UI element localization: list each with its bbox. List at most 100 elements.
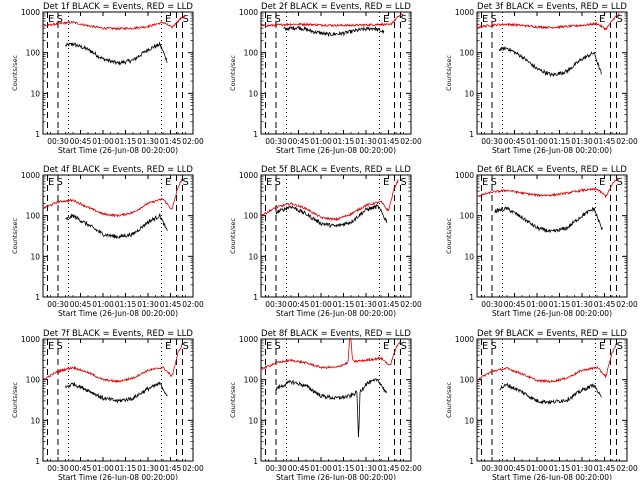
x-tick-label: 01:30 [571,137,593,146]
marker-label-S-left: S [491,14,497,25]
series-line-events [65,381,168,404]
marker-label-E-left: E [48,14,54,25]
x-tick-label: 00:45 [70,464,92,473]
marker-label-E-right: E [165,177,171,188]
y-tick-label: 100 [460,376,475,385]
y-axis-label: Counts/sec [11,218,19,254]
y-tick-label: 1000 [21,171,40,180]
panel-det-8: Det 8f BLACK = Events, RED = LLD 1 10 100 10… [229,329,422,482]
plot-frame [42,174,194,298]
y-tick-label: 1 [253,130,258,139]
x-tick-label: 01:15 [115,300,137,309]
y-tick-label: 1000 [239,335,258,344]
panel-det-7: Det 7f BLACK = Events, RED = LLD 1 10 100 10… [11,329,204,482]
x-tick-label: 01:30 [137,300,159,309]
y-axis-label: Counts/sec [11,382,19,418]
x-tick-label: 00:45 [288,464,310,473]
marker-label-E-left: E [48,341,54,352]
marker-label-E-right: E [383,341,389,352]
y-tick-label: 1000 [455,8,474,17]
x-tick-label: 00:30 [265,137,287,146]
series-line-events [65,41,168,66]
y-axis-label: Counts/sec [229,218,237,254]
marker-label-S-left: S [57,14,63,25]
x-tick-label: 01:00 [526,464,548,473]
marker-label-S-right: S [617,14,623,25]
x-axis-label: Start Time (26-Jun-08 00:20:00) [58,146,178,155]
panel-title: Det 8f BLACK = Events, RED = LLD [261,329,411,339]
x-tick-label: 01:45 [594,464,616,473]
marker-label-S-right: S [617,341,623,352]
series-line-events [275,378,388,438]
y-tick-label: 1000 [455,171,474,180]
x-tick-label: 01:00 [310,300,332,309]
plot-frame [476,338,628,462]
y-tick-label: 1 [253,457,258,466]
y-tick-label: 1000 [21,335,40,344]
series-line-lld [476,343,617,384]
x-tick-label: 01:45 [378,300,400,309]
plot-frame [476,174,628,298]
x-tick-label: 02:00 [616,300,638,309]
x-tick-label: 00:30 [481,137,503,146]
plot-frame [476,11,628,135]
x-tick-label: 01:30 [571,464,593,473]
y-tick-label: 100 [26,212,41,221]
x-tick-label: 01:30 [355,300,377,309]
marker-label-E-left: E [266,14,272,25]
y-tick-label: 1 [35,293,40,302]
x-tick-label: 00:30 [47,464,69,473]
x-tick-label: 00:45 [288,137,310,146]
x-tick-label: 00:30 [481,300,503,309]
x-axis-label: Start Time (26-Jun-08 00:20:00) [492,146,612,155]
y-axis-label: Counts/sec [445,55,453,91]
marker-label-S-right: S [183,14,189,25]
marker-label-S-left: S [57,341,63,352]
series-line-lld [43,15,186,31]
x-tick-label: 00:45 [70,300,92,309]
y-axis-label: Counts/sec [11,55,19,91]
y-tick-label: 1 [469,457,474,466]
y-axis-label: Counts/sec [445,382,453,418]
marker-label-S-right: S [617,177,623,188]
panel-title: Det 7f BLACK = Events, RED = LLD [43,329,193,339]
marker-label-S-left: S [275,341,281,352]
marker-label-S-left: S [491,341,497,352]
y-axis-label: Counts/sec [229,55,237,91]
x-tick-label: 00:30 [265,464,287,473]
marker-label-S-left: S [57,177,63,188]
x-tick-label: 01:45 [594,300,616,309]
marker-label-S-left: S [275,14,281,25]
panel-det-2: Det 2f BLACK = Events, RED = LLD 1 10 100 10… [229,2,422,155]
panel-title: Det 3f BLACK = Events, RED = LLD [477,2,627,12]
x-tick-label: 01:00 [310,137,332,146]
y-tick-label: 100 [244,212,259,221]
x-tick-label: 00:45 [504,300,526,309]
x-tick-label: 01:30 [571,300,593,309]
panel-title: Det 4f BLACK = Events, RED = LLD [43,165,193,175]
marker-label-S-right: S [401,177,407,188]
x-tick-label: 00:45 [288,300,310,309]
marker-label-E-right: E [383,177,389,188]
plot-frame [260,174,412,298]
series-line-events [499,382,602,405]
series-line-lld [260,337,401,370]
panel-title: Det 6f BLACK = Events, RED = LLD [477,165,627,175]
x-tick-label: 01:45 [378,464,400,473]
y-tick-label: 100 [26,376,41,385]
x-tick-label: 01:15 [115,137,137,146]
x-tick-label: 01:15 [549,137,571,146]
x-tick-label: 01:15 [333,300,355,309]
marker-label-E-right: E [599,14,605,25]
panel-title: Det 9f BLACK = Events, RED = LLD [477,329,627,339]
marker-label-E-right: E [165,14,171,25]
x-tick-label: 02:00 [400,137,422,146]
series-line-events [283,25,385,37]
y-tick-label: 10 [30,416,40,425]
x-tick-label: 02:00 [400,464,422,473]
x-axis-label: Start Time (26-Jun-08 00:20:00) [276,146,396,155]
panel-det-9: Det 9f BLACK = Events, RED = LLD 1 10 100 10… [445,329,638,482]
marker-label-E-left: E [266,341,272,352]
series-line-events [494,206,603,234]
